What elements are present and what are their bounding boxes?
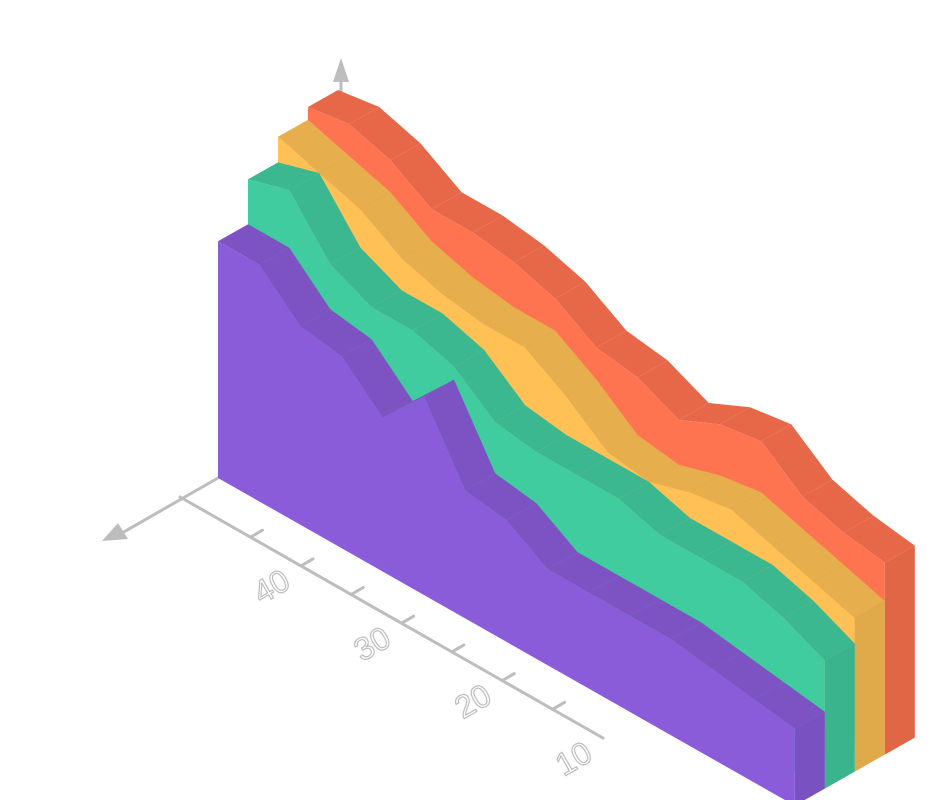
- x-tick: [299, 557, 315, 568]
- x-tick: [500, 672, 516, 683]
- series-4-top-segment: [761, 424, 833, 497]
- series-4-top-segment: [802, 479, 874, 533]
- series-2-top-segment: [289, 173, 361, 265]
- series-4-top-segment: [514, 245, 586, 299]
- series-3-top-segment: [772, 528, 844, 582]
- series-2-top-segment: [330, 247, 402, 308]
- x-tick: [551, 700, 567, 711]
- series-2-top-segment: [701, 541, 773, 582]
- series-4-top-segment: [308, 90, 380, 124]
- series-2-top-segment: [618, 481, 690, 535]
- series-2-top-segment: [577, 458, 649, 499]
- series-4-end-cap: [884, 545, 915, 755]
- x-tick: [400, 614, 416, 625]
- series-4-top-segment: [637, 360, 709, 420]
- series-4-top-segment: [555, 281, 627, 348]
- horizontal-axis: [120, 476, 220, 535]
- series-3-top-segment: [566, 379, 638, 452]
- series-2-top-segment: [495, 405, 567, 452]
- horizontal-axis-arrow-icon: [102, 523, 128, 541]
- series-3-top-segment: [690, 475, 762, 510]
- series-2-top-segment: [454, 349, 526, 423]
- series-4-top-segment: [431, 192, 503, 233]
- series-3-end-cap: [854, 601, 885, 772]
- series-1-top-segment: [630, 599, 702, 640]
- series-2-top-segment: [371, 290, 443, 331]
- x-tick-label: 30: [348, 619, 397, 668]
- series-1-top-segment: [218, 224, 290, 265]
- series-ribbon-1: [218, 224, 825, 800]
- series-3-top-segment: [731, 492, 803, 546]
- series-1-top-segment: [341, 339, 413, 418]
- series-2-top-segment: [536, 435, 608, 476]
- series-1-top-segment: [547, 552, 619, 593]
- series-3-top-segment: [607, 435, 679, 482]
- series-3-top-segment: [319, 156, 391, 210]
- series-1-end-cap: [794, 711, 825, 800]
- series-2-top-segment: [783, 601, 855, 661]
- series-3-top-segment: [813, 564, 885, 618]
- series-3-top-segment: [484, 307, 556, 348]
- series-4-top-segment: [472, 215, 544, 263]
- series-2-top-segment: [412, 313, 484, 367]
- series-2-top-segment: [248, 162, 320, 190]
- series-3-top-segment: [442, 277, 514, 325]
- series-1-top-segment: [424, 379, 496, 491]
- x-tick: [349, 586, 365, 596]
- series-3-top-segment: [278, 119, 350, 173]
- series-4-top-segment: [678, 403, 750, 425]
- series-2-top-segment: [660, 518, 732, 559]
- series-3-top-segment: [648, 464, 720, 493]
- series-2-top-segment: [742, 564, 814, 618]
- series-2-end-cap: [824, 643, 855, 789]
- series-1-top-segment: [671, 622, 743, 670]
- x-tick-label: 20: [448, 677, 497, 726]
- series-1-top-segment: [753, 682, 825, 729]
- series-1-top-segment: [382, 379, 454, 418]
- series-1-top-segment: [259, 247, 331, 327]
- x-tick: [450, 643, 466, 654]
- series-3-top-segment: [525, 330, 597, 397]
- series-1-top-segment: [506, 503, 578, 570]
- series-4-top-segment: [390, 143, 462, 210]
- series-3-top-segment: [401, 241, 473, 295]
- x-tick-label: 10: [549, 734, 598, 783]
- x-tick: [249, 528, 264, 539]
- vertical-axis-arrow-icon: [333, 58, 349, 82]
- series-4-top-segment: [596, 330, 668, 378]
- series-3-top-segment: [360, 192, 432, 259]
- series-1-top-segment: [712, 652, 784, 699]
- series-1-top-segment: [588, 575, 660, 616]
- series-1-top-segment: [300, 309, 372, 357]
- series-1-area: [218, 241, 795, 800]
- series-ribbons: [218, 90, 915, 800]
- series-4-top-segment: [720, 407, 792, 442]
- x-tick-label: 40: [247, 562, 296, 611]
- series-1-top-segment: [465, 473, 537, 521]
- series-4-top-segment: [843, 515, 915, 563]
- series-4-top-segment: [349, 107, 421, 161]
